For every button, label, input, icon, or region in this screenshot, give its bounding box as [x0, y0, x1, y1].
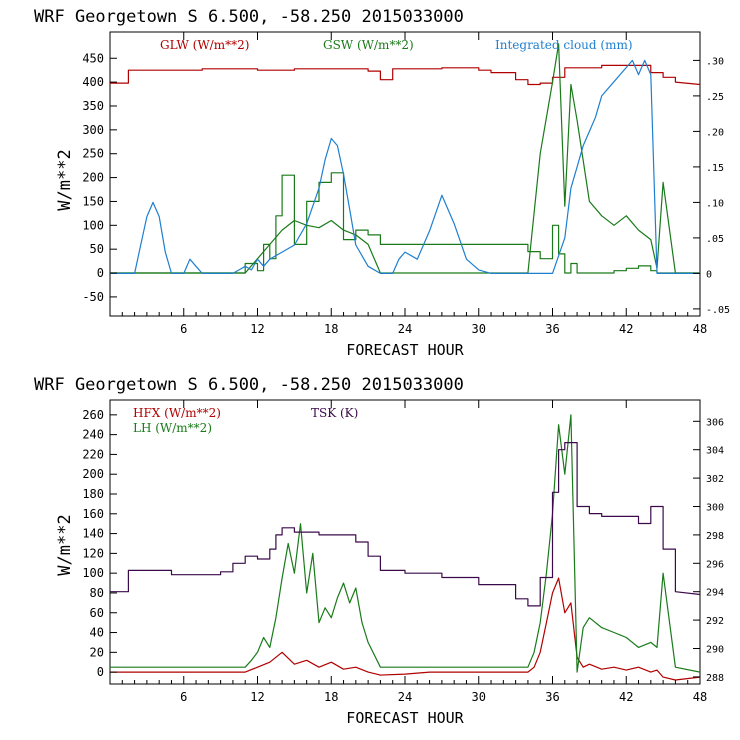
y2-tick-layer: 306 304 302 300 298 296 294 292 290 288 [693, 417, 724, 684]
y-tick-label: 80 [90, 586, 104, 600]
y-tick-label: 0 [97, 665, 104, 679]
y2-tick-label: .10 [706, 198, 724, 209]
x-tick-label: 24 [398, 322, 412, 336]
y2-tick-label: .20 [706, 127, 724, 138]
x-tick-layer: 6 12 18 24 30 36 42 48 [121, 400, 707, 704]
legend-hfx: HFX (W/m**2) [133, 406, 221, 420]
y-tick-label: 0 [97, 266, 104, 280]
y2-tick-label: 292 [706, 616, 724, 627]
x-tick-label: 42 [619, 322, 633, 336]
x-tick-label: 24 [398, 690, 412, 704]
y-axis-label: W/m**2 [55, 149, 75, 210]
y2-tick-label: 300 [706, 503, 724, 514]
y-tick-layer: 450 400 350 300 250 200 150 100 50 0 -50 [82, 51, 117, 304]
legend-integrated-cloud: Integrated cloud (mm) [495, 38, 633, 52]
x-tick-label: 6 [180, 690, 187, 704]
y-tick-label: -50 [82, 290, 104, 304]
x-axis-label: FORECAST HOUR [346, 341, 464, 359]
legend-tsk: TSK (K) [311, 406, 358, 420]
y-tick-label: 60 [90, 606, 104, 620]
y-tick-label: 250 [82, 147, 104, 161]
y-tick-label: 350 [82, 99, 104, 113]
y-axis-label: W/m**2 [55, 514, 75, 575]
legend-gsw: GSW (W/m**2) [323, 38, 414, 52]
plot-frame [109, 399, 701, 685]
y-tick-label: 260 [82, 408, 104, 422]
y-tick-label: 220 [82, 447, 104, 461]
y-tick-label: 240 [82, 428, 104, 442]
series-line-lh [110, 414, 701, 673]
y2-tick-label: .05 [706, 234, 724, 245]
x-tick-label: 36 [545, 690, 559, 704]
y2-tick-label: 306 [706, 417, 724, 428]
y2-tick-layer: .30 .25 .20 .15 .10 .05 0 -.05 [693, 56, 730, 316]
chart-panel-bottom: WRF Georgetown S 6.500, -58.250 20150330… [34, 375, 724, 727]
legend-glw: GLW (W/m**2) [160, 38, 249, 52]
y-tick-label: 200 [82, 467, 104, 481]
y-tick-label: 120 [82, 546, 104, 560]
y2-tick-label: .25 [706, 92, 724, 103]
series-line-glw [110, 64, 701, 86]
x-tick-label: 36 [545, 322, 559, 336]
y2-tick-label: .15 [706, 163, 724, 174]
series-layer [110, 414, 701, 681]
y2-tick-label: 290 [706, 645, 724, 656]
x-tick-label: 6 [180, 322, 187, 336]
y2-tick-label: -.05 [706, 305, 730, 316]
y2-tick-label: 304 [706, 446, 724, 457]
y-tick-label: 50 [90, 242, 104, 256]
y2-tick-label: 294 [706, 588, 724, 599]
y2-tick-label: 302 [706, 474, 724, 485]
y-tick-label: 150 [82, 194, 104, 208]
y2-tick-label: 288 [706, 673, 724, 684]
chart-panel-top: WRF Georgetown S 6.500, -58.250 20150330… [34, 7, 730, 359]
x-tick-label: 18 [324, 322, 338, 336]
x-tick-label: 48 [693, 690, 707, 704]
y-tick-label: 200 [82, 171, 104, 185]
series-line-tsk [110, 442, 701, 607]
x-tick-label: 18 [324, 690, 338, 704]
y-tick-label: 140 [82, 527, 104, 541]
x-tick-label: 12 [250, 690, 264, 704]
x-tick-label: 12 [250, 322, 264, 336]
series-line-hfx [110, 577, 701, 681]
y2-tick-label: .30 [706, 56, 724, 67]
y-tick-label: 40 [90, 626, 104, 640]
y-tick-label: 180 [82, 487, 104, 501]
y-tick-label: 100 [82, 218, 104, 232]
x-axis-label: FORECAST HOUR [346, 709, 464, 727]
chart-title: WRF Georgetown S 6.500, -58.250 20150330… [34, 375, 464, 395]
x-tick-label: 42 [619, 690, 633, 704]
series-line-integrated [110, 59, 700, 274]
y2-tick-label: 298 [706, 531, 724, 542]
x-tick-label: 48 [693, 322, 707, 336]
series-line-gsw [110, 43, 700, 274]
x-tick-label: 30 [472, 690, 486, 704]
y2-tick-label: 0 [706, 269, 712, 280]
y-tick-label: 300 [82, 123, 104, 137]
y-tick-label: 20 [90, 645, 104, 659]
y-tick-label: 160 [82, 507, 104, 521]
x-tick-label: 30 [472, 322, 486, 336]
y-tick-label: 450 [82, 51, 104, 65]
legend-lh: LH (W/m**2) [133, 421, 212, 435]
y2-tick-label: 296 [706, 559, 724, 570]
chart-title: WRF Georgetown S 6.500, -58.250 20150330… [34, 7, 464, 27]
y-tick-label: 400 [82, 75, 104, 89]
series-layer [110, 43, 701, 274]
y-tick-label: 100 [82, 566, 104, 580]
x-tick-layer: 6 12 18 24 30 36 42 48 [121, 32, 707, 336]
